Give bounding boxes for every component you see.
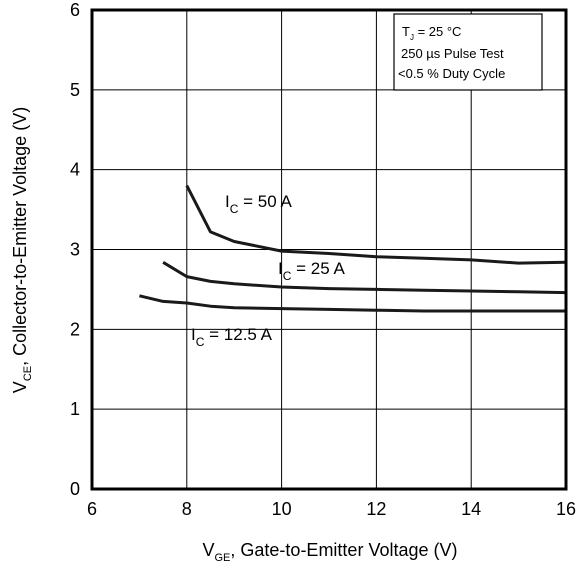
y-axis-title: VCE, Collector-to-Emitter Voltage (V) <box>10 107 34 393</box>
series-label-50a: IC = 50 A <box>225 192 292 216</box>
x-axis-title: VGE, Gate-to-Emitter Voltage (V) <box>202 540 457 564</box>
y-tick-label: 4 <box>70 160 80 180</box>
series-line-25a <box>162 261 567 295</box>
y-tick-label: 3 <box>70 240 80 260</box>
series-layer <box>139 184 567 313</box>
x-tick-label: 8 <box>182 499 192 519</box>
test-condition-duty-cycle: <0.5 % Duty Cycle <box>398 66 505 81</box>
series-label-25a: IC = 25 A <box>278 259 345 283</box>
y-tick-label: 1 <box>70 399 80 419</box>
y-tick-label: 6 <box>70 0 80 20</box>
x-tick-label: 10 <box>272 499 292 519</box>
test-condition-pulse: 250 µs Pulse Test <box>401 46 504 61</box>
test-condition-temperature: TJ = 25 °C <box>402 24 461 42</box>
y-tick-label: 5 <box>70 80 80 100</box>
x-tick-label: 16 <box>556 499 576 519</box>
y-tick-label: 0 <box>70 479 80 499</box>
series-line-12-5a <box>139 294 566 313</box>
test-conditions-frame <box>393 13 543 91</box>
x-tick-label: 12 <box>366 499 386 519</box>
series-line-50a <box>185 184 567 265</box>
y-tick-label: 2 <box>70 319 80 339</box>
plot-frame <box>90 8 568 491</box>
x-tick-label: 6 <box>87 499 97 519</box>
series-label-12-5a: IC = 12.5 A <box>191 325 273 349</box>
test-conditions-box: TJ = 25 °C 250 µs Pulse Test <0.5 % Duty… <box>393 13 543 91</box>
x-tick-label: 14 <box>461 499 481 519</box>
